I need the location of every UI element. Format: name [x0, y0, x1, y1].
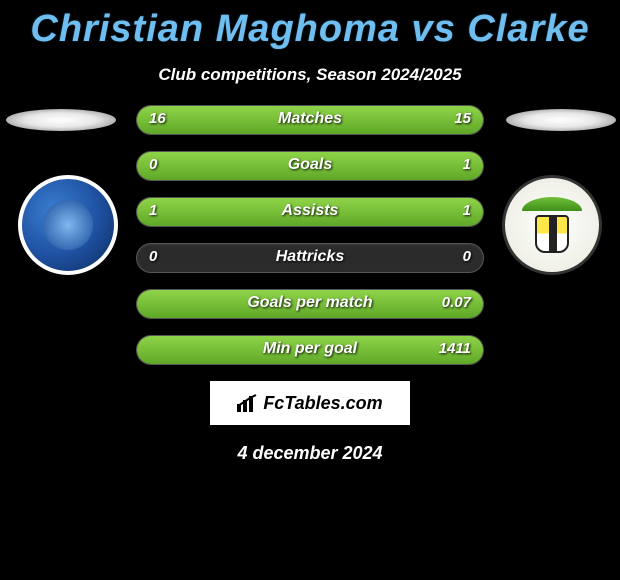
crest-aldershot-inner [43, 200, 93, 250]
crest-solihull [502, 175, 602, 275]
page-title: Christian Maghoma vs Clarke [0, 0, 620, 51]
bar-label: Hattricks [137, 248, 483, 266]
ellipse-shadow-right [506, 109, 616, 131]
bar-label: Assists [137, 202, 483, 220]
bar-label: Min per goal [137, 340, 483, 358]
comparison-content: 1615Matches 01Goals 11Assists 00Hattricks 0.… [0, 105, 620, 365]
subtitle: Club competitions, Season 2024/2025 [0, 65, 620, 85]
crest-aldershot [18, 175, 118, 275]
stat-bar: 0.07Goals per match [136, 289, 484, 319]
crest-solihull-shield [535, 215, 569, 253]
crest-solihull-arc [522, 197, 582, 211]
date: 4 december 2024 [0, 443, 620, 464]
stat-bar: 1411Min per goal [136, 335, 484, 365]
stat-bar: 01Goals [136, 151, 484, 181]
bar-label: Goals [137, 156, 483, 174]
stat-bar: 11Assists [136, 197, 484, 227]
stat-bar: 1615Matches [136, 105, 484, 135]
chart-icon [237, 394, 259, 412]
fctables-label: FcTables.com [263, 393, 382, 414]
stat-bar: 00Hattricks [136, 243, 484, 273]
bar-label: Matches [137, 110, 483, 128]
ellipse-shadow-left [6, 109, 116, 131]
stat-bars: 1615Matches 01Goals 11Assists 00Hattricks 0.… [136, 105, 484, 365]
team-badge-right [502, 175, 602, 275]
team-badge-left [18, 175, 118, 275]
fctables-watermark: FcTables.com [210, 381, 410, 425]
bar-label: Goals per match [137, 294, 483, 312]
